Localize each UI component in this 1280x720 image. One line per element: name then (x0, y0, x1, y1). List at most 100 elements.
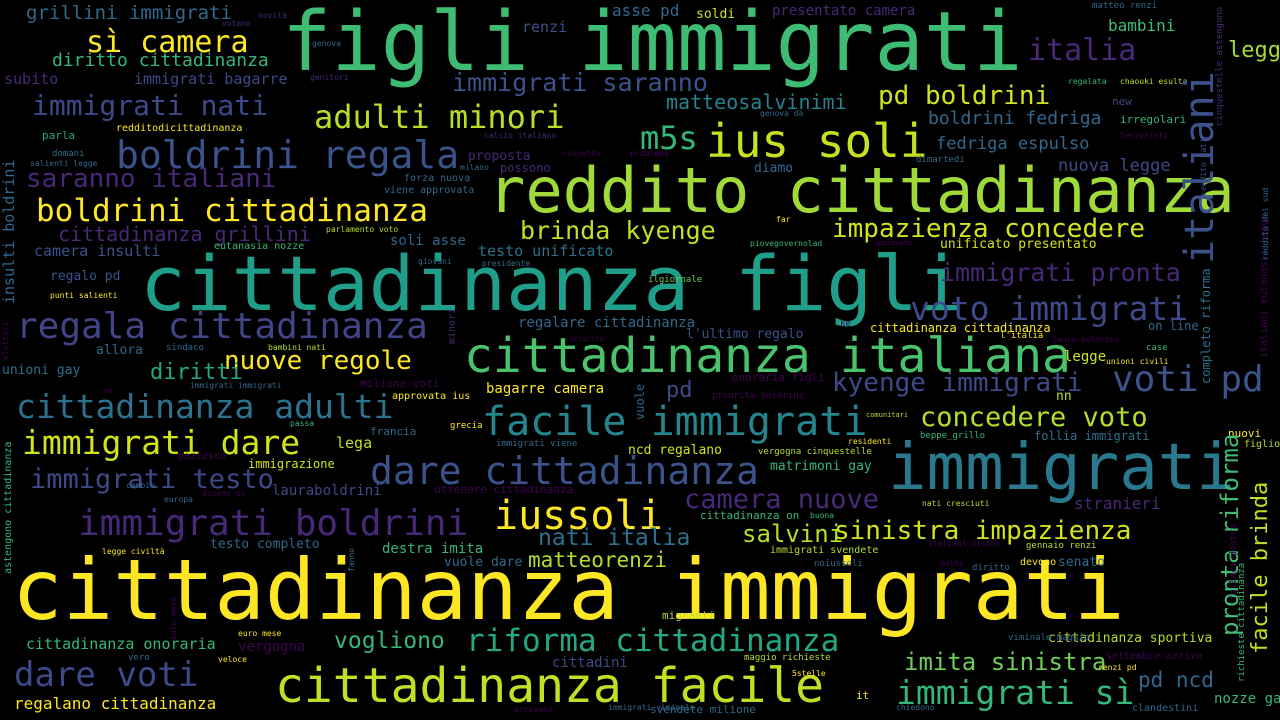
word: forza nuova (404, 173, 471, 184)
word: svendete milione (650, 703, 756, 716)
word: kyenge immigrati (832, 368, 1083, 398)
word: imita sinistra (904, 648, 1107, 676)
word: voti pd (1112, 359, 1264, 400)
word: dare cittadinanza (370, 449, 759, 493)
word: legge civiltà (102, 547, 165, 556)
word: vero (128, 653, 150, 663)
word: maggio richieste (744, 653, 831, 663)
word-vertical: minori (447, 307, 458, 344)
word: comunitari (866, 411, 909, 419)
word: renzi (522, 18, 568, 36)
word: immigrati viene (496, 439, 578, 449)
word: immigrazione (248, 457, 335, 471)
word: immigrati dare (22, 423, 301, 462)
word: ue (104, 387, 113, 395)
word: rispetto (562, 149, 601, 158)
word: regalano cittadinanza (14, 694, 217, 713)
word: cittadinanza immigrati (12, 541, 1125, 639)
word: impazienza concedere (832, 214, 1146, 244)
word-vertical: insulti boldrini (0, 159, 18, 305)
word-vertical: facile brinda (1248, 481, 1273, 654)
word: milano (460, 163, 489, 172)
word: nati cresciuti (922, 499, 990, 508)
word: asse pd (612, 1, 680, 20)
word: 5stelle (792, 669, 826, 678)
word: nuova legge (1058, 156, 1171, 176)
word: approvato (874, 239, 912, 247)
word: genova dà (760, 109, 804, 118)
word-vertical: fanno (347, 547, 356, 572)
word: presentato camera (772, 3, 916, 19)
word: renzi pd (1098, 663, 1137, 672)
word: chaouki esulta (1120, 77, 1188, 86)
word: devono (1020, 557, 1057, 568)
word: soli asse (390, 233, 466, 249)
word: nn (1056, 389, 1072, 404)
word: viminale maggio (1008, 633, 1090, 643)
word: figlio (1244, 439, 1280, 450)
word: chiedono (896, 703, 935, 712)
word: calcio italiano (484, 131, 557, 140)
word: molti (940, 559, 965, 568)
word: giovani (418, 257, 452, 266)
word: new (1112, 95, 1132, 108)
word: regalata (1068, 77, 1107, 86)
word-vertical: vuole (633, 383, 647, 420)
word: cittadinanza grillini (58, 222, 311, 246)
word-vertical: cinquestelle astengono (1215, 6, 1225, 126)
word: dare voti (14, 655, 199, 695)
word: l'italia (1000, 331, 1044, 341)
word: sinistra impazienza (834, 516, 1132, 546)
word: veloce (218, 655, 247, 664)
word: votano (222, 19, 251, 28)
word: legge cittadinanza (1228, 38, 1280, 63)
word: italiani dicono (928, 539, 1001, 548)
word: punti salienti (50, 291, 118, 300)
word: dicono si (202, 489, 246, 498)
word: subito (4, 70, 59, 88)
word: concedere voto (920, 402, 1148, 433)
word: regalare cittadinanza (518, 315, 696, 331)
word: lauraboldrini (272, 483, 382, 499)
word: approvata ius (392, 391, 471, 402)
word-vertical: astengono cittadinanza (3, 441, 14, 574)
word: gennaio renzi (1026, 541, 1097, 551)
word: unificato presentato (940, 237, 1097, 252)
word: lega (336, 434, 373, 452)
word: l'ultimo regalo (686, 327, 804, 342)
word: nuove regole (224, 346, 412, 376)
word: beppe_grillo (920, 431, 986, 441)
word: matrimoni gay (770, 459, 872, 474)
word: laura boldrini (1052, 335, 1120, 344)
word-vertical: elettori (1, 321, 10, 360)
word: ncd regalano (628, 443, 722, 458)
word: soldi (696, 7, 736, 22)
word: camera insulti (34, 242, 161, 260)
word: milione voti (360, 377, 440, 390)
word: cittadini (552, 655, 628, 671)
word: noiussoli (814, 559, 863, 569)
word: it (856, 689, 870, 702)
word: proposta (468, 149, 531, 164)
word: pazzesco (178, 451, 227, 462)
word: diritti (150, 360, 243, 385)
word: buona (810, 511, 835, 520)
word: redditodicittadinanza (116, 123, 243, 134)
word: diritto cittadinanza (52, 50, 269, 71)
word: diritto (972, 563, 1010, 573)
word: cittadinanza adulti (16, 387, 394, 426)
word: far (776, 215, 791, 224)
word: clandestini (1132, 703, 1199, 714)
word: facile immigrati (482, 399, 868, 445)
word: case (1146, 343, 1168, 353)
word: matteosalvinimi (666, 90, 847, 114)
word: novità (258, 11, 287, 20)
word: reddito cittadinanza (488, 154, 1235, 227)
word: cambio (126, 481, 155, 490)
word: sindaco (166, 343, 204, 353)
word: unioni gay (2, 363, 81, 378)
word: irregolari (1120, 113, 1187, 126)
word: francia (370, 425, 417, 438)
word: boldrini cittadinanza (36, 193, 428, 229)
word: pd (666, 378, 693, 403)
